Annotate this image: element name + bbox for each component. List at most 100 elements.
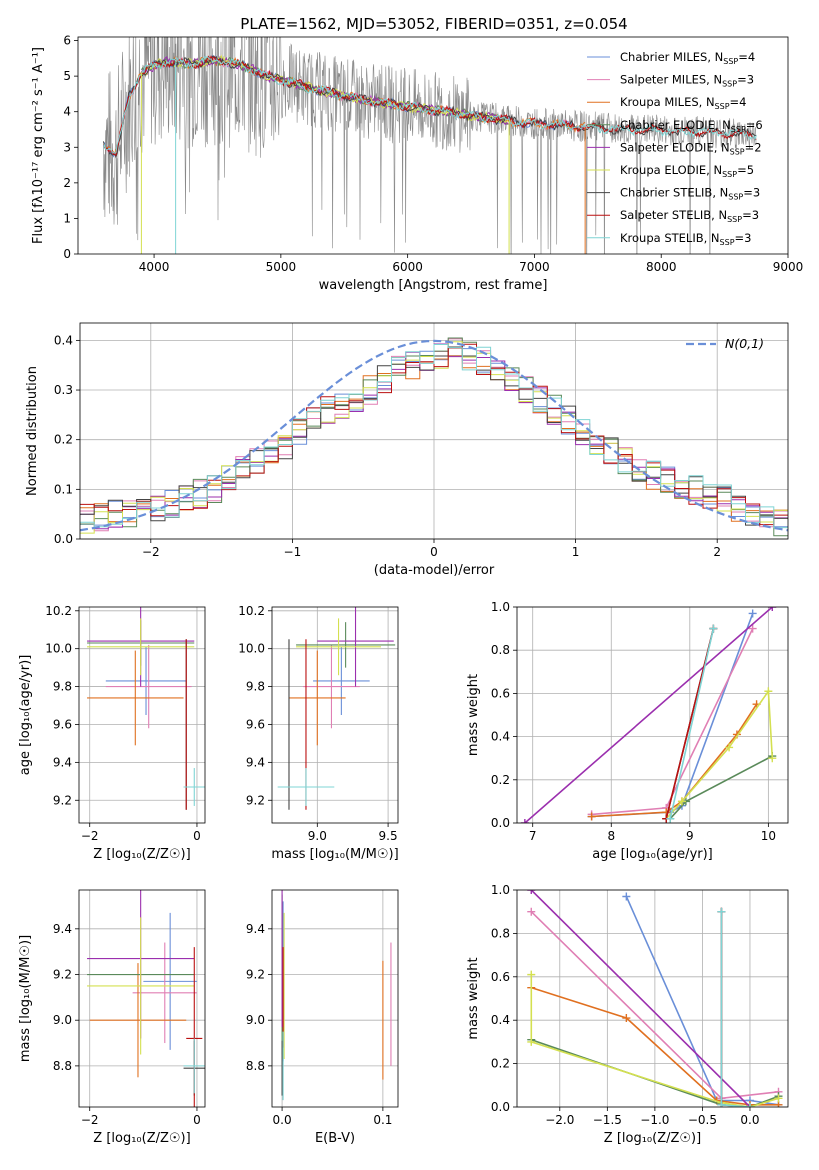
x-tick-label: 9000: [773, 260, 804, 274]
errorbar-kroupa-miles: [89, 963, 187, 1078]
errorbar-kroupa-elodie: [87, 618, 195, 676]
residuals-plot-area: [80, 337, 788, 537]
series-marker: [764, 687, 773, 696]
age-vs-Z-frame: [78, 606, 206, 824]
age-vs-mass-frame: [271, 606, 399, 824]
mass-vs-Z-plot-area: [87, 890, 205, 1107]
y-tick-label: 9.2: [246, 793, 265, 807]
spectrum-ylabel: Flux [fλ10⁻¹⁷ erg cm⁻² s⁻¹ A⁻¹]: [31, 47, 46, 244]
y-tick-label: 0.4: [491, 730, 510, 744]
legend-label-normal: N(0,1): [725, 336, 764, 351]
model-spectrum-chabrier-stelib: [102, 55, 757, 159]
residuals-ylabel: Normed distribution: [25, 366, 40, 496]
x-tick-label: 0.1: [373, 1113, 392, 1127]
y-tick-label: 9.6: [246, 717, 265, 731]
massweight-vs-Z-ylabel: mass weight: [466, 957, 481, 1039]
legend-label-kroupa-stelib: Kroupa STELIB, NSSP=3: [620, 231, 751, 247]
errorbar-chabrier-miles: [313, 646, 370, 715]
x-tick-label: 0: [193, 829, 201, 843]
legend-label-salpeter-elodie: Salpeter ELODIE, NSSP=2: [620, 140, 762, 156]
x-tick-label: −1: [284, 545, 302, 559]
series-marker: [622, 1014, 631, 1023]
legend-label-chabrier-stelib: Chabrier STELIB, NSSP=3: [620, 186, 760, 202]
residuals-frame: [79, 322, 789, 540]
x-tick-label: 9.5: [379, 829, 398, 843]
errorbar-kroupa-elodie: [296, 618, 382, 676]
y-tick-label: 0.0: [54, 532, 73, 546]
errorbar-salpeter-elodie: [317, 607, 394, 687]
spectrum-xlabel: wavelength [Angstrom, rest frame]: [319, 278, 548, 293]
legend-label-salpeter-stelib: Salpeter STELIB, NSSP=3: [620, 208, 759, 224]
series-kroupa-stelib: [666, 624, 718, 823]
age-vs-Z-plot-area: [87, 607, 205, 810]
spectrum-frame: [77, 36, 789, 255]
y-tick-label: 9.2: [246, 968, 265, 982]
x-tick-label: −2.0: [545, 1113, 574, 1127]
massweight-vs-Z-plot-area: [527, 890, 783, 1107]
y-tick-label: 0.0: [491, 1100, 510, 1114]
x-tick-label: 0.0: [273, 1113, 292, 1127]
series-marker: [709, 624, 718, 633]
y-tick-label: 3: [63, 140, 71, 154]
x-tick-label: −2: [142, 545, 160, 559]
mass-vs-EBV-frame: [271, 889, 399, 1108]
y-tick-label: 0: [63, 247, 71, 261]
legend-label-kroupa-elodie: Kroupa ELODIE, NSSP=5: [620, 163, 754, 179]
series-line: [669, 628, 715, 819]
series-marker: [527, 907, 536, 916]
x-tick-label: 5000: [266, 260, 297, 274]
age-vs-Z-axes: −2 0 9.2 9.4 9.6 9.8 10.0 10.2 Z [log₁₀(Z/Z☉)] ag…: [18, 604, 206, 862]
y-tick-label: 0.6: [491, 970, 510, 984]
errorbar-kroupa-stelib: [183, 768, 205, 806]
series-marker: [725, 743, 734, 752]
mass-vs-EBV-plot-area: [281, 890, 392, 1101]
massweight-vs-Z-grid: [517, 889, 788, 1108]
age-vs-mass-plot-area: [277, 607, 396, 810]
y-tick-label: 6: [63, 34, 71, 48]
y-tick-label: 0.6: [491, 686, 510, 700]
spectrum-axes: 4000 5000 6000 7000 8000 9000 0 1 2 3 4 5 6 wavelengt…: [31, 34, 804, 293]
y-tick-label: 0.4: [54, 333, 73, 347]
errorbar-kroupa-stelib: [183, 1038, 205, 1094]
x-tick-label: 0: [430, 545, 438, 559]
series-marker: [587, 812, 596, 821]
legend-label-salpeter-miles: Salpeter MILES, NSSP=3: [620, 73, 754, 89]
errorbar-salpeter-miles: [303, 644, 360, 729]
series-marker: [527, 970, 536, 979]
errorbar-kroupa-stelib: [277, 768, 335, 806]
y-tick-label: 9.6: [53, 717, 72, 731]
x-tick-label: 7: [529, 829, 537, 843]
errorbar-kroupa-elodie: [87, 917, 195, 1055]
legend-label-chabrier-miles: Chabrier MILES, NSSP=4: [620, 50, 755, 66]
series-marker: [666, 814, 675, 823]
x-tick-label: 6000: [392, 260, 423, 274]
massweight-vs-age-ylabel: mass weight: [466, 674, 481, 756]
x-tick-label: −0.5: [688, 1113, 717, 1127]
massweight-vs-age-frame: [516, 606, 789, 824]
massweight-vs-Z-axes: −2.0 −1.5 −1.0 −0.5 0.0 0.0 0.2 0.4 0.6 0.8 1.0 Z […: [466, 883, 789, 1146]
x-tick-label: 8: [607, 829, 615, 843]
histogram-salpeter-stelib: [80, 343, 788, 526]
mass-vs-EBV-xlabel: E(B-V): [315, 1131, 355, 1146]
residuals-axes: −2 −1 0 1 2 0.0 0.1 0.2 0.3 0.4 (data-model)/error…: [25, 322, 789, 578]
x-tick-label: 0: [193, 1113, 201, 1127]
x-tick-label: 9.0: [308, 829, 327, 843]
series-marker: [745, 1103, 754, 1107]
y-tick-label: 0.8: [491, 926, 510, 940]
model-spectrum-salpeter-stelib: [103, 54, 757, 157]
y-tick-label: 0.8: [491, 643, 510, 657]
x-tick-label: −1.0: [640, 1113, 669, 1127]
histogram-kroupa-stelib: [80, 344, 788, 529]
y-tick-label: 0.2: [54, 433, 73, 447]
age-vs-mass-axes: 9.0 9.5 9.2 9.4 9.6 9.8 10.0 10.2 mass [log₁₀(M/…: [238, 604, 399, 862]
y-tick-label: 9.4: [53, 922, 72, 936]
x-tick-label: 0.0: [740, 1113, 759, 1127]
legend-label-kroupa-miles: Kroupa MILES, NSSP=4: [620, 95, 746, 111]
y-tick-label: 10.0: [238, 642, 265, 656]
x-tick-label: −1.5: [593, 1113, 622, 1127]
series-salpeter-elodie: [520, 607, 777, 823]
residuals-xlabel: (data-model)/error: [374, 563, 495, 578]
y-tick-label: 9.8: [246, 680, 265, 694]
y-tick-label: 0.4: [491, 1013, 510, 1027]
